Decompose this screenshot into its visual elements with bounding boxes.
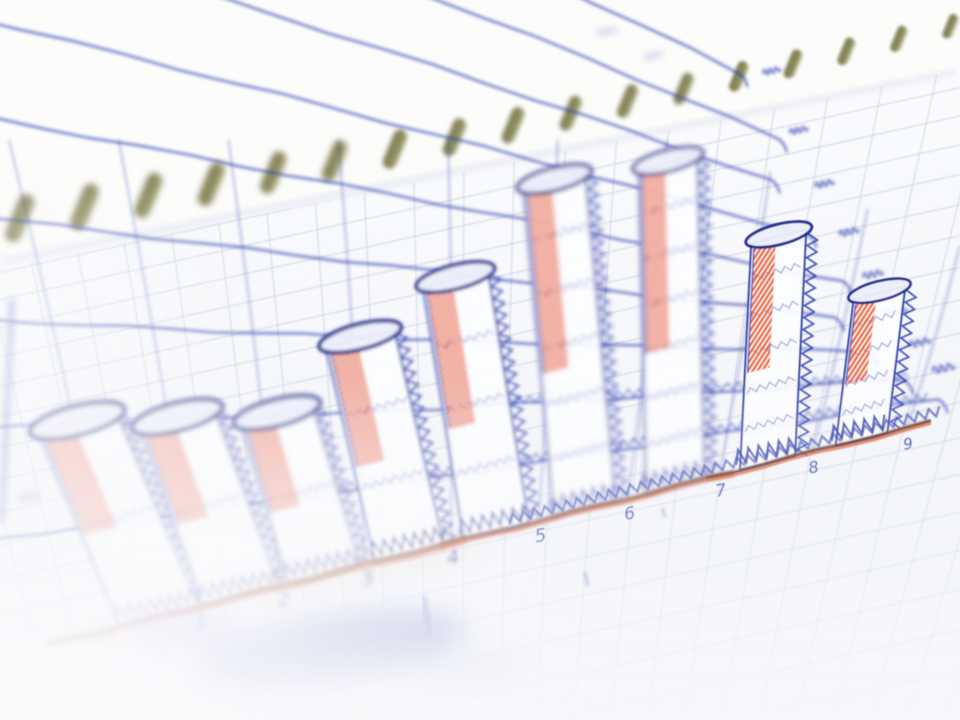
focus-blur-overlays [0, 0, 960, 720]
hand-drawn-bar-chart-photo: 123456789 [0, 0, 960, 720]
notebook-photo: 123456789 [0, 0, 960, 720]
